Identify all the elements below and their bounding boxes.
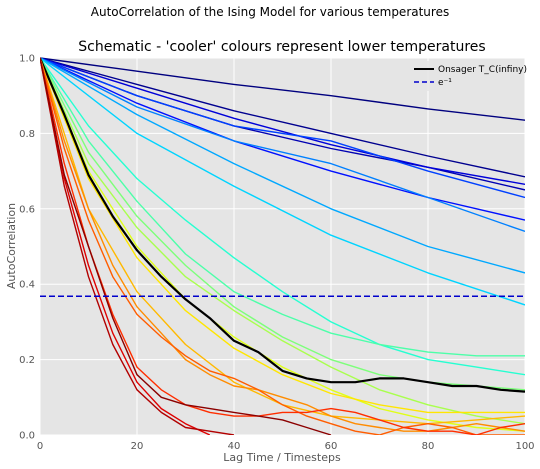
series-line-11 [40, 57, 525, 391]
series-line-10 [40, 57, 525, 357]
series-line-14 [40, 57, 525, 414]
y-tick-label: 0.2 [19, 355, 35, 366]
x-tick-label: 100 [515, 441, 534, 452]
y-tick-label: 0.0 [19, 431, 35, 442]
chart-title: Schematic - 'cooler' colours represent l… [78, 39, 485, 55]
series-line-19 [40, 57, 525, 435]
series-line-21 [40, 57, 235, 435]
series-layer [40, 57, 525, 435]
figure-suptitle: AutoCorrelation of the Ising Model for v… [91, 5, 449, 19]
series-line-8 [40, 57, 525, 306]
series-line-22 [40, 57, 332, 435]
series-line-20 [40, 57, 211, 435]
x-tick-label: 20 [131, 441, 144, 452]
x-tick-label: 60 [325, 441, 338, 452]
series-line-5 [40, 57, 525, 199]
series-line-9 [40, 57, 525, 376]
x-tick-label: 0 [37, 441, 43, 452]
y-tick-label: 1.0 [19, 54, 35, 65]
y-tick-label: 0.6 [19, 204, 35, 215]
x-tick-label: 40 [228, 441, 241, 452]
series-line-6 [40, 57, 525, 233]
axis-ticks: 0 20 40 60 80 100 0.0 0.2 0.4 0.6 0.8 1.0 [19, 54, 534, 453]
series-line-1 [40, 57, 525, 178]
legend: Onsager T_C(infiny) e⁻¹ [408, 61, 527, 91]
legend-label-onsager: Onsager T_C(infiny) [438, 65, 527, 75]
y-tick-label: 0.8 [19, 129, 35, 140]
series-line-17 [40, 57, 525, 432]
series-line-3 [40, 57, 525, 185]
series-line-7 [40, 57, 525, 274]
series-line-12 [40, 57, 525, 425]
series-line-15 [40, 57, 525, 393]
x-axis-label: Lag Time / Timesteps [223, 451, 341, 464]
legend-label-e-inverse: e⁻¹ [438, 78, 452, 88]
legend-box [408, 61, 520, 91]
series-line-0 [40, 57, 525, 121]
y-tick-label: 0.4 [19, 280, 35, 291]
series-line-4 [40, 57, 525, 221]
x-tick-label: 80 [422, 441, 435, 452]
series-line-18 [40, 57, 525, 435]
y-axis-label: AutoCorrelation [5, 203, 18, 289]
